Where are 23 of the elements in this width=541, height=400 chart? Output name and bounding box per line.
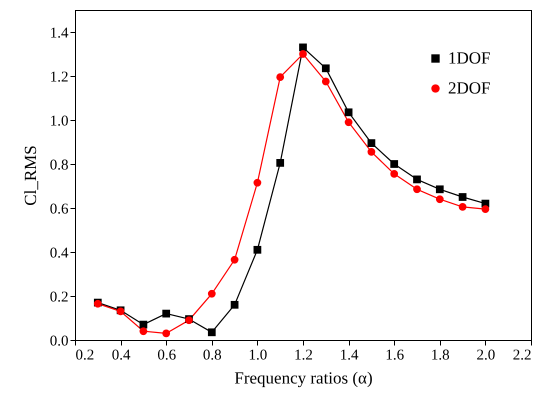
legend-label: 1DOF: [448, 48, 491, 68]
x-tick-label: 2.2: [512, 348, 532, 364]
x-tick-label: 1.0: [248, 348, 268, 364]
x-tick-label: 0.6: [157, 348, 177, 364]
y-tick-label: 0.4: [50, 246, 69, 262]
x-tick-label: 0.2: [76, 348, 94, 364]
y-tick-label: 0.0: [50, 334, 68, 350]
x-tick-label: 1.8: [430, 348, 450, 364]
x-tick-label: 1.2: [294, 348, 313, 364]
x-tick-label: 0.8: [202, 348, 222, 364]
x-axis-title: Frequency ratios (α): [234, 368, 373, 388]
y-tick-label: 0.2: [50, 290, 68, 306]
y-tick-label: 0.8: [50, 158, 68, 174]
y-tick-label: 1.2: [50, 70, 68, 86]
y-tick-label: 1.4: [50, 26, 69, 42]
x-tick-label: 0.4: [112, 348, 131, 364]
x-tick-label: 2.0: [476, 348, 496, 364]
y-axis-title: Cl_RMS: [20, 145, 40, 206]
y-tick-label: 1.0: [50, 114, 68, 130]
legend-label: 2DOF: [448, 78, 491, 98]
x-tick-label: 1.6: [385, 348, 405, 364]
x-tick-label: 1.4: [340, 348, 359, 364]
y-tick-label: 0.6: [50, 202, 69, 218]
